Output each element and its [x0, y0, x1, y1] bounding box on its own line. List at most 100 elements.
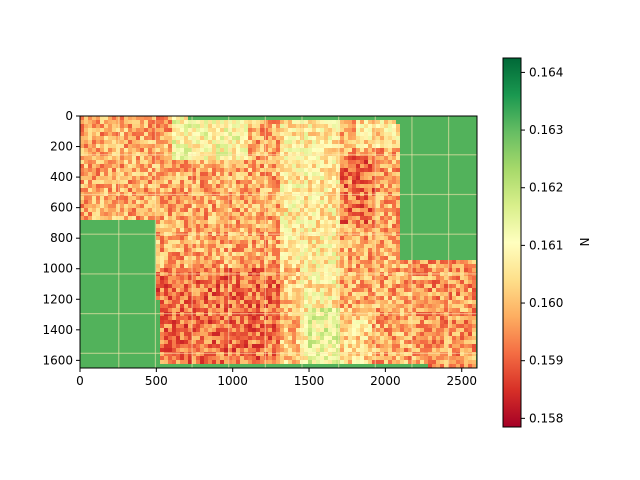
heatmap-cell	[176, 136, 180, 140]
heatmap-cell	[368, 280, 372, 284]
heatmap-cell	[180, 240, 184, 244]
heatmap-cell	[260, 284, 264, 288]
heatmap-cell	[336, 136, 340, 140]
heatmap-cell	[424, 284, 428, 288]
heatmap-cell	[224, 140, 228, 144]
heatmap-cell	[340, 220, 344, 224]
heatmap-cell	[232, 332, 236, 336]
heatmap-cell	[260, 356, 264, 360]
heatmap-cell	[348, 316, 352, 320]
heatmap-cell	[404, 288, 408, 292]
heatmap-cell	[212, 284, 216, 288]
heatmap-cell	[348, 240, 352, 244]
heatmap-cell	[364, 204, 368, 208]
heatmap-cell	[360, 280, 364, 284]
heatmap-cell	[160, 228, 164, 232]
heatmap-cell	[152, 196, 156, 200]
heatmap-cell	[172, 304, 176, 308]
heatmap-cell	[132, 216, 136, 220]
heatmap-cell	[388, 208, 392, 212]
heatmap-cell	[384, 352, 388, 356]
heatmap-cell	[312, 324, 316, 328]
heatmap-cell	[220, 352, 224, 356]
heatmap-cell	[288, 260, 292, 264]
heatmap-cell	[392, 144, 396, 148]
heatmap-cell	[348, 196, 352, 200]
heatmap-cell	[168, 116, 172, 120]
heatmap-cell	[288, 216, 292, 220]
heatmap-cell	[316, 344, 320, 348]
heatmap-cell	[316, 132, 320, 136]
heatmap-cell	[444, 268, 448, 272]
heatmap-cell	[372, 160, 376, 164]
heatmap-cell	[332, 120, 336, 124]
heatmap-cell	[164, 184, 168, 188]
heatmap-cell	[88, 156, 92, 160]
heatmap-cell	[160, 304, 164, 308]
heatmap-cell	[344, 124, 348, 128]
y-tick-label: 400	[50, 170, 73, 184]
heatmap-cell	[184, 280, 188, 284]
heatmap-cell	[324, 280, 328, 284]
heatmap-cell	[256, 304, 260, 308]
heatmap-cell	[240, 300, 244, 304]
heatmap-cell	[312, 128, 316, 132]
heatmap-cell	[248, 248, 252, 252]
heatmap-cell	[112, 184, 116, 188]
heatmap-cell	[220, 264, 224, 268]
heatmap-cell	[80, 148, 84, 152]
heatmap-cell	[248, 324, 252, 328]
heatmap-cell	[368, 260, 372, 264]
heatmap-cell	[456, 296, 460, 300]
colorbar-tick-label: 0.160	[529, 296, 563, 310]
heatmap-cell	[396, 276, 400, 280]
heatmap-cell	[260, 256, 264, 260]
heatmap-cell	[332, 248, 336, 252]
heatmap-cell	[424, 292, 428, 296]
heatmap-cell	[448, 356, 452, 360]
heatmap-cell	[380, 296, 384, 300]
heatmap-cell	[472, 364, 476, 368]
heatmap-cell	[316, 236, 320, 240]
heatmap-cell	[84, 140, 88, 144]
heatmap-cell	[356, 148, 360, 152]
heatmap-cell	[232, 168, 236, 172]
heatmap-cell	[96, 212, 100, 216]
heatmap-cell	[176, 344, 180, 348]
heatmap-cell	[304, 176, 308, 180]
heatmap-cell	[296, 220, 300, 224]
heatmap-cell	[228, 172, 232, 176]
heatmap-cell	[232, 132, 236, 136]
heatmap-cell	[244, 320, 248, 324]
heatmap-cell	[140, 124, 144, 128]
heatmap-cell	[336, 284, 340, 288]
heatmap-cell	[276, 252, 280, 256]
heatmap-cell	[160, 216, 164, 220]
heatmap-cell	[232, 308, 236, 312]
heatmap-cell	[128, 216, 132, 220]
heatmap-cell	[332, 308, 336, 312]
heatmap-cell	[100, 128, 104, 132]
heatmap-cell	[216, 160, 220, 164]
heatmap-cell	[248, 336, 252, 340]
heatmap-cell	[348, 284, 352, 288]
heatmap-cell	[284, 288, 288, 292]
heatmap-cell	[344, 256, 348, 260]
heatmap-cell	[392, 212, 396, 216]
heatmap-cell	[256, 228, 260, 232]
heatmap-cell	[392, 276, 396, 280]
heatmap-cell	[372, 328, 376, 332]
heatmap-cell	[452, 284, 456, 288]
heatmap-cell	[156, 164, 160, 168]
heatmap-cell	[220, 236, 224, 240]
heatmap-cell	[164, 256, 168, 260]
heatmap-cell	[236, 236, 240, 240]
heatmap-cell	[444, 340, 448, 344]
heatmap-cell	[252, 276, 256, 280]
heatmap-cell	[288, 172, 292, 176]
heatmap-cell	[360, 264, 364, 268]
heatmap-cell	[260, 328, 264, 332]
heatmap-cell	[240, 256, 244, 260]
heatmap-cell	[172, 152, 176, 156]
heatmap-cell	[232, 120, 236, 124]
